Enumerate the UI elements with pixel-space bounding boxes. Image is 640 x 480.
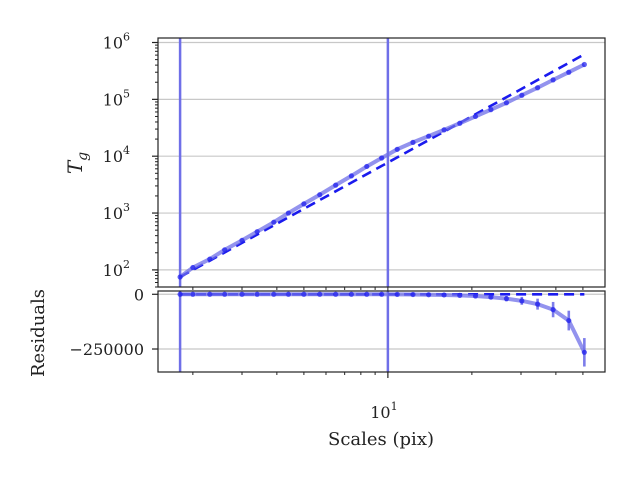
main-data-point — [472, 113, 479, 120]
residuals-frame — [157, 290, 606, 373]
main-y-tick-label: 103 — [103, 201, 130, 223]
residuals-data-point — [333, 291, 339, 297]
main-panel: 102 103 104 105 106 Tg — [63, 31, 606, 293]
main-data-point — [348, 173, 354, 179]
main-y-tick-exponent: 5 — [123, 87, 130, 100]
residuals-data-point — [441, 292, 447, 298]
main-data-point — [207, 256, 213, 262]
main-data-point — [581, 61, 587, 68]
residuals-data-point — [285, 291, 292, 297]
main-data-point — [394, 146, 400, 152]
residuals-data-point — [519, 298, 525, 304]
main-data-point — [301, 201, 307, 207]
main-data-point — [519, 92, 525, 98]
residuals-series — [177, 291, 587, 367]
ylabel-subscript: g — [75, 152, 91, 161]
residuals-data-point — [207, 291, 213, 297]
main-data-point — [317, 192, 323, 198]
main-data-point — [222, 247, 228, 253]
residuals-x-tick-label: 101 — [370, 400, 397, 422]
residuals-data-point — [254, 291, 260, 297]
residuals-y-tick-label: −250000 — [70, 340, 144, 359]
main-data-point — [426, 133, 432, 139]
residuals-data-point — [457, 292, 463, 298]
residuals-data-point — [426, 292, 432, 298]
main-data-point — [457, 120, 463, 126]
main-data-point — [285, 210, 292, 216]
residuals-data-point — [472, 293, 479, 299]
x-axis-label: Scales (pix) — [328, 429, 434, 450]
main-y-tick-label: 105 — [103, 87, 130, 109]
main-data-point — [379, 155, 385, 161]
main-y-tick-exponent: 4 — [123, 144, 130, 157]
main-fit-dashed-line — [179, 53, 585, 279]
main-data-point — [177, 274, 183, 280]
main-y-ticks: 102 103 104 105 106 — [103, 31, 158, 288]
main-data-point — [190, 264, 196, 271]
main-data-point — [488, 107, 494, 113]
residuals-data-point — [566, 317, 572, 324]
main-data-point — [333, 182, 339, 188]
main-data-point — [271, 219, 277, 225]
main-fit-line — [179, 53, 585, 279]
main-y-tick-exponent: 3 — [123, 201, 130, 214]
residuals-data-point — [301, 291, 307, 297]
main-data-point — [239, 237, 245, 244]
main-y-tick-exponent: 6 — [123, 31, 130, 44]
main-y-tick-label: 104 — [103, 144, 130, 166]
main-data-point — [566, 69, 572, 75]
residuals-data-point — [503, 296, 510, 302]
residuals-data-point — [190, 291, 196, 297]
main-data-point — [410, 139, 416, 145]
main-data-point — [364, 163, 370, 170]
residuals-panel: 101 0 −250000 Residuals Scales (pix) — [28, 285, 606, 450]
residuals-data-point — [488, 294, 494, 300]
residuals-data-point — [239, 291, 245, 297]
main-vlines — [178, 38, 390, 287]
residuals-data-point — [177, 291, 183, 297]
main-data-point — [503, 100, 510, 106]
residuals-data-point — [222, 291, 228, 297]
residuals-data-line — [180, 292, 587, 354]
residuals-data-point — [379, 291, 385, 297]
main-y-tick-exponent: 2 — [123, 258, 130, 271]
main-y-tick-label: 102 — [103, 258, 130, 280]
main-data-point — [534, 85, 541, 91]
residuals-data-point — [550, 307, 556, 313]
main-data-point — [441, 127, 447, 133]
residuals-x-tick-exponent: 1 — [391, 400, 398, 413]
main-frame — [157, 37, 606, 288]
residuals-data-point — [534, 301, 541, 307]
residuals-data-point — [410, 291, 416, 298]
residuals-data-point — [348, 291, 354, 297]
main-series — [177, 61, 587, 280]
main-data-point — [254, 229, 260, 235]
residuals-data-point — [317, 291, 323, 297]
residuals-y-axis-label: Residuals — [28, 289, 49, 377]
residuals-x-ticks: 101 — [192, 372, 584, 422]
main-y-tick-label: 106 — [103, 31, 130, 53]
residuals-y-tick-label: 0 — [134, 285, 144, 304]
main-y-axis-label: Tg — [63, 152, 91, 174]
main-data-point — [550, 77, 556, 83]
residuals-data-point — [271, 291, 277, 297]
residuals-data-point — [364, 291, 370, 297]
residuals-vlines — [178, 291, 390, 372]
residuals-data-point — [581, 349, 587, 355]
residuals-data-point — [394, 291, 400, 297]
residuals-y-ticks: 0 −250000 — [70, 285, 158, 359]
